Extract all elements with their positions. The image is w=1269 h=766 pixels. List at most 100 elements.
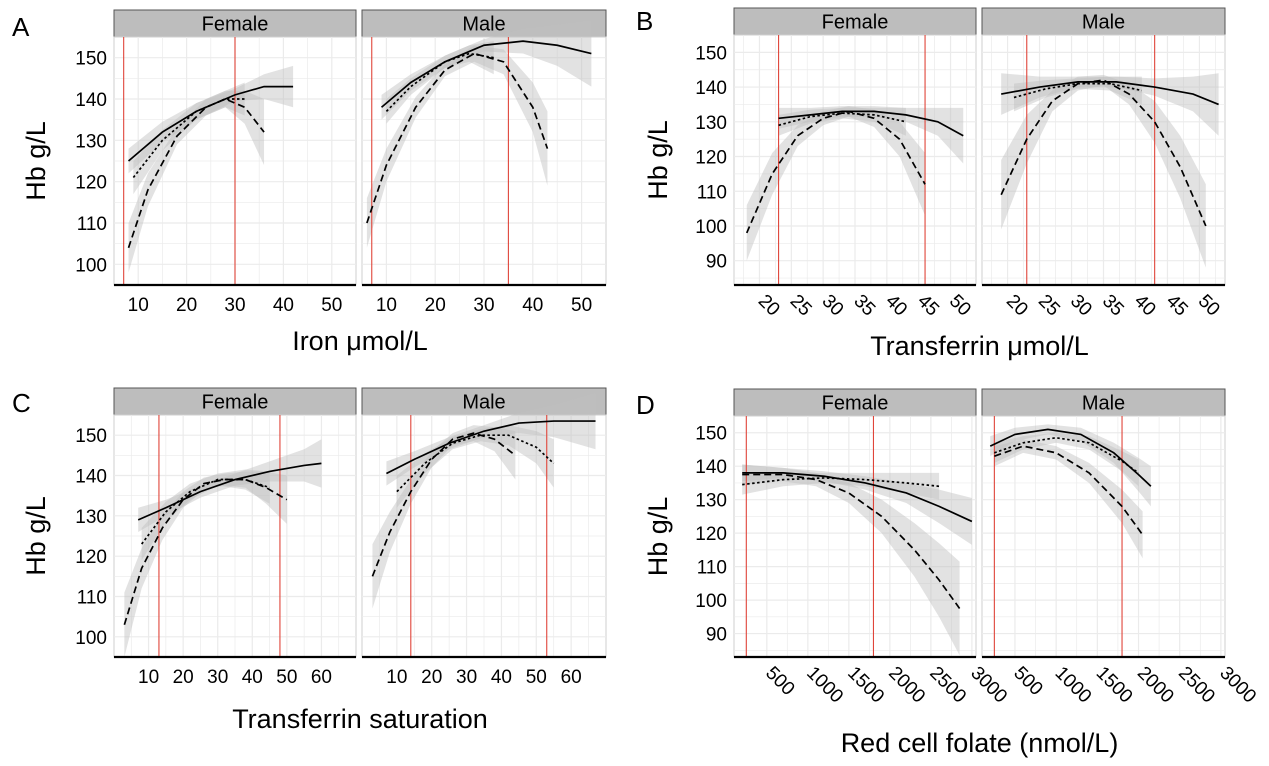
series-line-dashed <box>994 445 1144 536</box>
x-tick-label: 20 <box>421 667 442 688</box>
y-tick-label: 90 <box>706 625 727 646</box>
series-line-solid <box>380 40 592 108</box>
facet-male: Male 20 25 30 35 40 45 50 <box>981 7 1226 321</box>
x-tick-label: 1000 <box>1051 663 1096 708</box>
series-line-dashed <box>366 52 549 224</box>
y-tick-label: 140 <box>695 457 727 478</box>
chart-panel-C: C Female 10 20 30 40 50 60 Male 10 20 30 40 50 60 100 11… <box>12 387 607 734</box>
x-tick-label: 20 <box>176 295 197 316</box>
y-tick-label: 110 <box>697 558 727 579</box>
confidence-band-dashed <box>742 464 960 656</box>
y-axis-title: Hb g/L <box>21 121 51 201</box>
x-tick-label: 20 <box>425 295 446 316</box>
facet-strip-label: Male <box>1082 12 1125 34</box>
x-tick-label: 60 <box>311 667 332 688</box>
x-tick-label: 2500 <box>1174 663 1219 708</box>
chart-panel-A: A Female 10 20 30 40 50 Male 10 20 30 40 50 100 110 120… <box>12 9 607 356</box>
series-line-solid <box>137 462 322 521</box>
series-line-solid <box>989 428 1152 487</box>
confidence-band-dotted <box>141 469 270 561</box>
facet-strip <box>981 7 1226 36</box>
y-tick-label: 140 <box>75 90 107 111</box>
confidence-band-dashed <box>128 90 265 273</box>
gridlines <box>982 416 1225 657</box>
confidence-band-solid <box>381 20 592 120</box>
x-tick-label: 40 <box>881 291 911 321</box>
y-tick-label: 150 <box>695 424 727 445</box>
panel-label: A <box>12 12 30 42</box>
y-tick-label: 140 <box>695 78 727 99</box>
facet-strip-label: Female <box>822 393 889 415</box>
series-line-solid <box>386 420 596 475</box>
confidence-band-dashed <box>124 471 287 657</box>
series-line-dotted <box>994 436 1140 474</box>
y-tick-label: 130 <box>695 491 727 512</box>
facet-strip <box>113 9 357 38</box>
x-tick-label: 35 <box>849 291 879 321</box>
facet-strip-label: Female <box>202 14 269 36</box>
x-tick-label: 500 <box>761 663 798 700</box>
gridlines <box>982 35 1225 285</box>
facet-strip-label: Male <box>462 14 505 36</box>
x-tick-label: 10 <box>138 667 159 688</box>
confidence-band-dotted <box>742 472 940 500</box>
y-tick-label: 100 <box>75 628 107 649</box>
series-line-dashed <box>123 478 288 625</box>
series-line-dotted <box>396 434 555 493</box>
series-line-solid <box>778 110 964 137</box>
x-tick-label: 50 <box>276 667 297 688</box>
confidence-band-solid <box>990 424 1151 507</box>
confidence-band-solid <box>138 439 322 532</box>
x-tick-label: 30 <box>818 291 848 321</box>
y-tick-label: 130 <box>75 507 107 528</box>
series-line-dotted <box>132 98 245 179</box>
x-axis-title: Transferrin μmol/L <box>870 331 1089 361</box>
x-tick-label: 35 <box>1098 291 1128 321</box>
confidence-band-solid <box>778 106 964 164</box>
x-tick-label: 30 <box>224 295 245 316</box>
y-tick-label: 150 <box>75 49 107 70</box>
series-line-dashed <box>371 432 516 577</box>
y-tick-label: 100 <box>75 255 107 276</box>
panel-label: B <box>636 6 653 36</box>
x-tick-label: 50 <box>321 295 342 316</box>
x-tick-label: 1000 <box>802 663 847 708</box>
y-tick-label: 130 <box>695 113 727 134</box>
facet-strip-label: Male <box>462 392 505 414</box>
x-axis-title: Red cell folate (nmol/L) <box>841 728 1119 758</box>
x-axis-title: Iron μmol/L <box>292 326 428 356</box>
facet-strip-label: Male <box>1082 393 1125 415</box>
y-tick-label: 130 <box>75 131 107 152</box>
facet-strip <box>733 388 977 417</box>
gridlines <box>362 37 606 285</box>
x-tick-label: 3000 <box>1215 663 1260 708</box>
y-tick-label: 150 <box>695 43 727 64</box>
series-line-dotted <box>140 478 270 545</box>
x-tick-label: 30 <box>207 667 228 688</box>
plot-area <box>733 415 977 658</box>
y-tick-label: 110 <box>697 182 727 203</box>
series-line-dashed <box>742 473 961 609</box>
x-tick-label: 40 <box>491 667 512 688</box>
y-tick-label: 150 <box>75 426 107 447</box>
y-tick-label: 120 <box>75 173 107 194</box>
facet-female: Female 10 20 30 40 50 <box>113 9 357 316</box>
x-tick-label: 40 <box>242 667 263 688</box>
facet-strip-label: Female <box>822 12 889 34</box>
x-tick-label: 30 <box>473 295 494 316</box>
gridlines <box>362 415 606 657</box>
x-tick-label: 40 <box>1130 291 1160 321</box>
facet-male: Male 10 20 30 40 50 60 <box>361 387 607 688</box>
x-tick-label: 60 <box>561 667 582 688</box>
facet-strip <box>361 9 607 38</box>
y-axis-title: Hb g/L <box>21 496 51 576</box>
x-tick-label: 20 <box>1002 291 1032 321</box>
confidence-band-dotted <box>386 41 494 124</box>
confidence-band-dotted <box>396 425 554 508</box>
x-tick-label: 1500 <box>843 663 888 708</box>
x-axis-title: Transferrin saturation <box>232 704 488 734</box>
y-axis-title: Hb g/L <box>643 120 673 200</box>
